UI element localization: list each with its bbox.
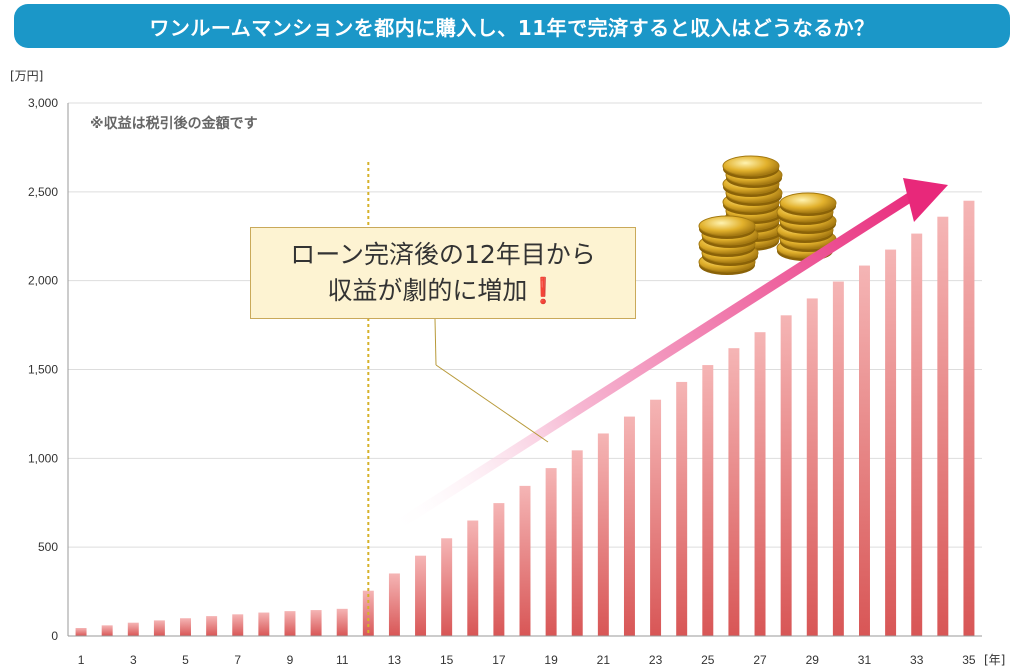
bar-year-6 bbox=[206, 616, 218, 636]
bar-year-17 bbox=[493, 503, 505, 636]
x-tick-label: 23 bbox=[649, 653, 663, 667]
bar-year-24 bbox=[676, 381, 688, 636]
bar-year-19 bbox=[545, 468, 557, 636]
bar-year-4 bbox=[153, 620, 165, 636]
callout-pointer-line bbox=[434, 318, 437, 366]
bar-year-14 bbox=[415, 555, 427, 636]
x-tick-label: 35 bbox=[962, 653, 976, 667]
x-tick-label: 9 bbox=[287, 653, 294, 667]
bar-year-25 bbox=[702, 365, 714, 636]
x-tick-label: 15 bbox=[440, 653, 454, 667]
y-tick-label: 3,000 bbox=[28, 96, 58, 110]
chart-title: ワンルームマンションを都内に購入し、11年で完済すると収入はどうなるか？ bbox=[149, 15, 875, 40]
callout-line-1: ローン完済後の12年目から bbox=[290, 240, 596, 269]
x-tick-label: 27 bbox=[753, 653, 767, 667]
x-unit-label: [年] bbox=[984, 653, 1005, 667]
x-tick-label: 13 bbox=[388, 653, 402, 667]
y-tick-label: 2,500 bbox=[28, 185, 58, 199]
y-tick-label: 2,000 bbox=[28, 274, 58, 288]
x-tick-label: 3 bbox=[130, 653, 137, 667]
x-tick-label: 1 bbox=[78, 653, 85, 667]
bar-year-11 bbox=[336, 608, 348, 636]
x-tick-label: 33 bbox=[910, 653, 924, 667]
y-tick-label: 500 bbox=[38, 540, 58, 554]
tax-note: ※収益は税引後の金額です bbox=[90, 115, 258, 132]
x-tick-label: 29 bbox=[806, 653, 820, 667]
callout-line-2-wrap: 収益が劇的に増加❗ bbox=[327, 273, 558, 309]
bar-year-33 bbox=[911, 233, 923, 636]
x-tick-label: 31 bbox=[858, 653, 872, 667]
y-tick-label: 1,500 bbox=[28, 363, 58, 377]
bar-year-18 bbox=[519, 485, 531, 636]
bar-year-16 bbox=[467, 520, 479, 636]
x-tick-label: 5 bbox=[182, 653, 189, 667]
x-tick-label: 7 bbox=[234, 653, 241, 667]
bar-year-8 bbox=[258, 612, 270, 636]
y-tick-label: 0 bbox=[51, 629, 58, 643]
y-unit-label: [万円] bbox=[10, 69, 43, 83]
callout-line-2: 収益が劇的に増加 bbox=[327, 276, 528, 305]
bar-year-31 bbox=[859, 265, 870, 636]
x-tick-label: 25 bbox=[701, 653, 715, 667]
bar-year-22 bbox=[623, 416, 635, 636]
bar-year-10 bbox=[310, 610, 322, 636]
exclamation-icon: ❗ bbox=[527, 276, 559, 305]
x-tick-label: 11 bbox=[336, 653, 349, 667]
trend-arrow-icon bbox=[385, 178, 948, 535]
bar-year-7 bbox=[232, 614, 244, 636]
bar-year-26 bbox=[728, 348, 740, 636]
bar-year-21 bbox=[597, 433, 609, 636]
bar-year-2 bbox=[101, 625, 113, 636]
bar-year-27 bbox=[754, 332, 766, 636]
bar-year-5 bbox=[180, 618, 191, 636]
bar-year-23 bbox=[650, 399, 662, 636]
x-tick-label: 17 bbox=[492, 653, 506, 667]
bar-year-1 bbox=[75, 628, 87, 636]
bar-year-34 bbox=[937, 216, 949, 636]
x-tick-label: 19 bbox=[544, 653, 558, 667]
bar-year-20 bbox=[571, 450, 583, 636]
bar-year-13 bbox=[388, 573, 400, 636]
bar-year-29 bbox=[806, 298, 818, 636]
bar-year-32 bbox=[885, 249, 897, 636]
bar-year-3 bbox=[127, 622, 139, 636]
y-tick-label: 1,000 bbox=[28, 451, 58, 465]
bar-year-30 bbox=[832, 281, 844, 636]
title-banner: ワンルームマンションを都内に購入し、11年で完済すると収入はどうなるか？ bbox=[14, 4, 1010, 48]
bar-year-15 bbox=[441, 538, 453, 636]
bar-year-28 bbox=[780, 315, 792, 636]
bar-year-9 bbox=[284, 611, 296, 636]
bar-year-35 bbox=[963, 200, 975, 636]
gold-coins-icon bbox=[698, 155, 837, 275]
bars-group bbox=[75, 200, 975, 636]
callout-pointer-diagonal bbox=[435, 364, 549, 443]
callout-box: ローン完済後の12年目から 収益が劇的に増加❗ bbox=[250, 227, 636, 319]
x-tick-label: 21 bbox=[597, 653, 611, 667]
